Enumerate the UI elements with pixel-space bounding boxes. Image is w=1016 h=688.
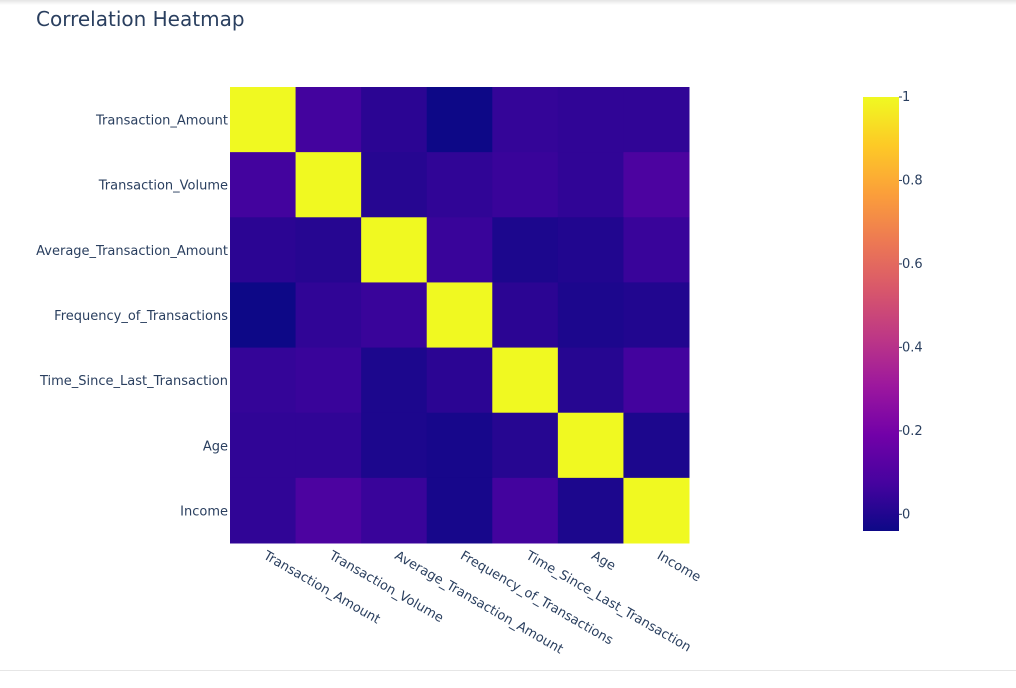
heatmap-cell-0-0 xyxy=(230,87,297,153)
heatmap-cell-3-1 xyxy=(295,282,362,349)
y-tick-label: Time_Since_Last_Transaction xyxy=(39,374,228,389)
heatmap-cell-0-4 xyxy=(492,87,559,153)
x-axis-labels: Transaction_AmountTransaction_VolumeAver… xyxy=(260,548,703,657)
y-axis-labels: Transaction_Amount Transaction_Volume Aver… xyxy=(36,114,228,520)
colorbar-tick-label: 1 xyxy=(902,90,910,105)
colorbar-tick-label: 0.8 xyxy=(902,173,923,188)
heatmap-cell-6-3 xyxy=(426,477,493,544)
heatmap-cells xyxy=(230,87,690,544)
x-tick-label: Age xyxy=(589,548,618,574)
heatmap-cell-2-5 xyxy=(557,217,624,283)
heatmap-cell-1-4 xyxy=(492,152,559,218)
heatmap-cell-3-6 xyxy=(623,282,690,349)
heatmap-cell-4-6 xyxy=(623,347,690,414)
y-tick-label: Frequency_of_Transactions xyxy=(54,309,228,324)
heatmap-cell-4-0 xyxy=(230,347,297,414)
heatmap-cell-3-5 xyxy=(557,282,624,349)
heatmap-cell-5-0 xyxy=(230,412,297,479)
heatmap-cell-1-6 xyxy=(623,152,690,218)
heatmap-cell-1-5 xyxy=(557,152,624,218)
x-tick-label: Income xyxy=(654,548,703,585)
colorbar-tick-label: 0.2 xyxy=(902,424,923,439)
x-tick-label: Transaction_Amount xyxy=(260,548,383,627)
heatmap-cell-0-6 xyxy=(623,87,690,153)
heatmap-cell-6-2 xyxy=(361,477,428,544)
heatmap-cell-2-4 xyxy=(492,217,559,283)
heatmap-cell-6-0 xyxy=(230,477,297,544)
heatmap-cell-1-1 xyxy=(295,152,362,218)
heatmap-cell-5-5 xyxy=(557,412,624,479)
heatmap-cell-5-6 xyxy=(623,412,690,479)
y-tick-label: Transaction_Amount xyxy=(95,114,228,129)
x-tick-label: Transaction_Volume xyxy=(325,548,445,626)
heatmap-cell-3-2 xyxy=(361,282,428,349)
heatmap-cell-2-3 xyxy=(426,217,493,283)
colorbar-tick-label: 0 xyxy=(902,507,910,522)
heatmap-cell-0-5 xyxy=(557,87,624,153)
bottom-rule xyxy=(0,670,1016,671)
heatmap-cell-6-6 xyxy=(623,477,690,544)
heatmap-cell-2-2 xyxy=(361,217,428,283)
heatmap-cell-5-3 xyxy=(426,412,493,479)
heatmap-cell-0-3 xyxy=(426,87,493,153)
heatmap-cell-1-3 xyxy=(426,152,493,218)
heatmap-cell-2-0 xyxy=(230,217,297,283)
heatmap-cell-5-4 xyxy=(492,412,559,479)
heatmap-cell-4-1 xyxy=(295,347,362,414)
colorbar: 0 0.2 0.4 0.6 0.8 1 xyxy=(863,90,923,531)
colorbar-tick-label: 0.4 xyxy=(902,340,923,355)
colorbar-scale xyxy=(863,97,899,531)
heatmap-cell-1-2 xyxy=(361,152,428,218)
heatmap-cell-6-1 xyxy=(295,477,362,544)
heatmap-cell-3-3 xyxy=(426,282,493,349)
y-tick-label: Transaction_Volume xyxy=(98,179,228,194)
heatmap-cell-4-3 xyxy=(426,347,493,414)
top-shadow xyxy=(0,0,1016,5)
chart-title: Correlation Heatmap xyxy=(36,7,245,31)
heatmap-cell-6-4 xyxy=(492,477,559,544)
heatmap-cell-2-1 xyxy=(295,217,362,283)
heatmap-cell-4-2 xyxy=(361,347,428,414)
heatmap-cell-5-1 xyxy=(295,412,362,479)
heatmap-cell-6-5 xyxy=(557,477,624,544)
y-tick-label: Income xyxy=(180,504,228,519)
heatmap-cell-5-2 xyxy=(361,412,428,479)
heatmap-cell-4-5 xyxy=(557,347,624,414)
heatmap-cell-3-4 xyxy=(492,282,559,349)
heatmap-cell-3-0 xyxy=(230,282,297,349)
colorbar-tick-label: 0.6 xyxy=(902,257,923,272)
y-tick-label: Age xyxy=(203,439,228,454)
y-tick-label: Average_Transaction_Amount xyxy=(36,244,228,259)
heatmap-cell-4-4 xyxy=(492,347,559,414)
heatmap-cell-0-2 xyxy=(361,87,428,153)
heatmap-cell-1-0 xyxy=(230,152,297,218)
heatmap-cell-0-1 xyxy=(295,87,362,153)
heatmap-cell-2-6 xyxy=(623,217,690,283)
